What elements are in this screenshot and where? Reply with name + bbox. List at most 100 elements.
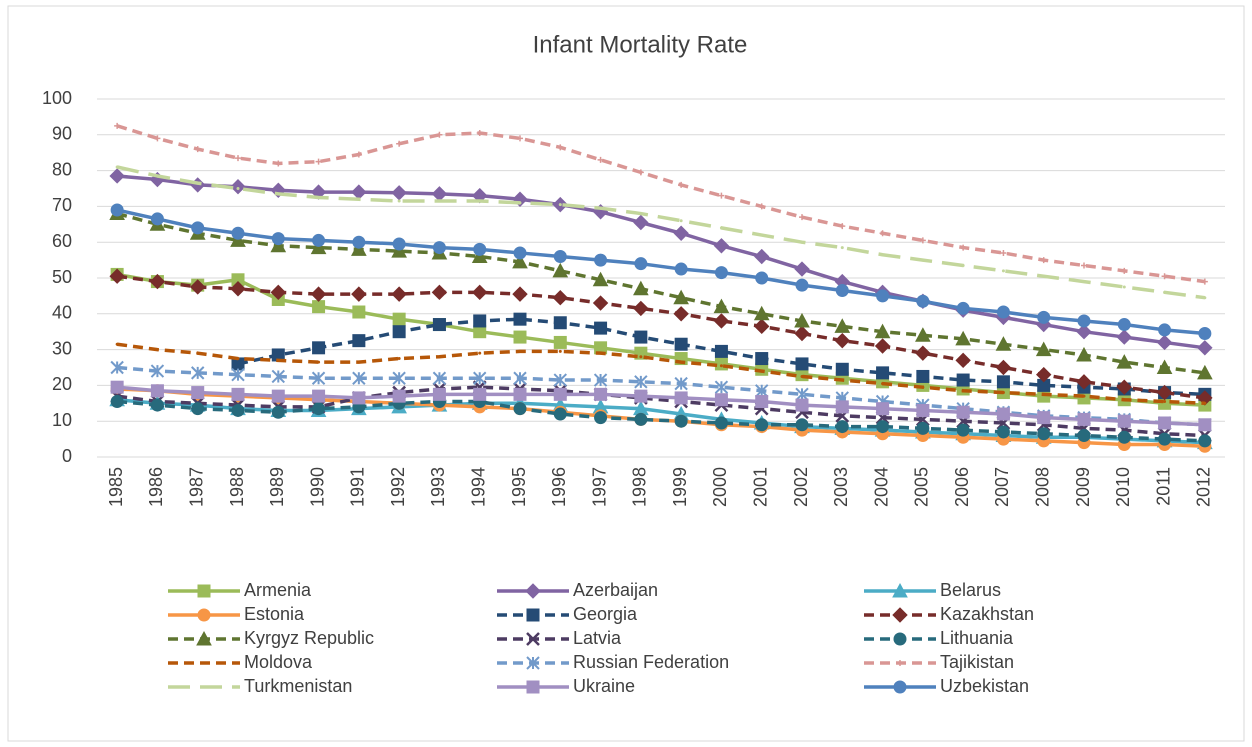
data-point — [1203, 401, 1207, 405]
legend-label: Tajikistan — [940, 652, 1014, 672]
data-point — [357, 360, 361, 364]
marker — [392, 325, 406, 339]
marker — [1077, 429, 1091, 443]
legend-label: Estonia — [244, 604, 305, 624]
marker — [594, 253, 608, 267]
marker — [230, 281, 246, 297]
marker — [593, 373, 608, 387]
marker — [150, 398, 164, 412]
marker — [1037, 310, 1051, 324]
marker — [956, 405, 970, 419]
data-point — [558, 349, 562, 353]
x-tick-label: 2012 — [1194, 467, 1214, 507]
marker — [876, 420, 890, 434]
marker — [553, 250, 567, 264]
data-point — [155, 174, 159, 178]
marker — [513, 330, 527, 344]
marker — [633, 214, 649, 231]
marker — [1077, 314, 1091, 328]
marker — [634, 257, 648, 271]
data-point — [881, 382, 885, 386]
marker — [995, 336, 1012, 351]
marker — [150, 212, 164, 226]
marker — [432, 387, 446, 401]
chart-title: Infant Mortality Rate — [533, 31, 748, 58]
marker — [795, 278, 809, 292]
marker — [795, 398, 809, 412]
marker — [794, 261, 810, 277]
marker — [674, 376, 688, 391]
data-point — [115, 342, 119, 346]
data-point — [276, 358, 280, 362]
marker — [1081, 262, 1087, 269]
marker — [714, 393, 728, 407]
marker — [795, 418, 809, 432]
marker — [1158, 416, 1172, 430]
x-tick-label: 2008 — [1032, 467, 1052, 507]
marker — [592, 271, 609, 287]
data-point — [840, 246, 844, 250]
marker — [1156, 334, 1173, 351]
legend-label: Azerbaijan — [573, 580, 658, 600]
x-tick-label: 1996 — [549, 467, 569, 507]
data-point — [1042, 392, 1046, 396]
marker — [553, 335, 567, 349]
marker — [592, 295, 609, 311]
x-tick-label: 2000 — [710, 467, 730, 507]
marker — [876, 402, 890, 416]
marker — [432, 371, 447, 385]
marker — [473, 325, 487, 339]
marker — [473, 387, 487, 401]
marker — [190, 279, 206, 295]
x-tick-label: 2005 — [912, 467, 932, 507]
y-tick-label: 80 — [52, 159, 72, 179]
data-point — [1122, 285, 1126, 289]
marker — [270, 182, 286, 198]
marker — [109, 268, 125, 284]
marker — [915, 327, 931, 342]
data-point — [800, 374, 804, 378]
marker — [795, 387, 809, 402]
y-tick-label: 50 — [52, 267, 72, 287]
marker — [892, 607, 908, 623]
marker — [194, 146, 201, 153]
x-tick-label: 2003 — [831, 467, 851, 507]
marker — [956, 373, 970, 387]
marker — [312, 300, 326, 314]
marker — [1121, 267, 1128, 274]
marker — [714, 266, 728, 280]
marker — [436, 131, 443, 138]
marker — [513, 371, 527, 385]
marker — [634, 389, 648, 403]
marker — [1036, 366, 1052, 383]
marker — [955, 330, 971, 346]
marker — [114, 122, 121, 129]
legend-label: Lithuania — [940, 628, 1014, 648]
marker — [916, 421, 930, 435]
x-tick-label: 1995 — [509, 467, 529, 507]
data-point — [1001, 391, 1005, 395]
marker — [795, 357, 809, 371]
marker — [597, 156, 604, 163]
data-point — [518, 349, 522, 353]
marker — [473, 314, 487, 328]
data-point — [437, 199, 441, 203]
marker — [392, 389, 406, 403]
marker — [557, 144, 564, 151]
legend-label: Russian Federation — [573, 652, 729, 672]
data-point — [921, 258, 925, 262]
marker — [879, 230, 886, 237]
marker — [714, 344, 728, 358]
marker — [351, 286, 367, 302]
marker — [893, 632, 907, 646]
x-tick-label: 2011 — [1153, 467, 1173, 506]
marker — [754, 248, 770, 265]
x-tick-label: 1993 — [428, 467, 448, 507]
marker — [275, 160, 282, 167]
marker — [1117, 414, 1131, 428]
marker — [517, 135, 523, 142]
series-line — [116, 165, 1206, 300]
marker — [352, 235, 366, 249]
marker — [396, 140, 403, 147]
